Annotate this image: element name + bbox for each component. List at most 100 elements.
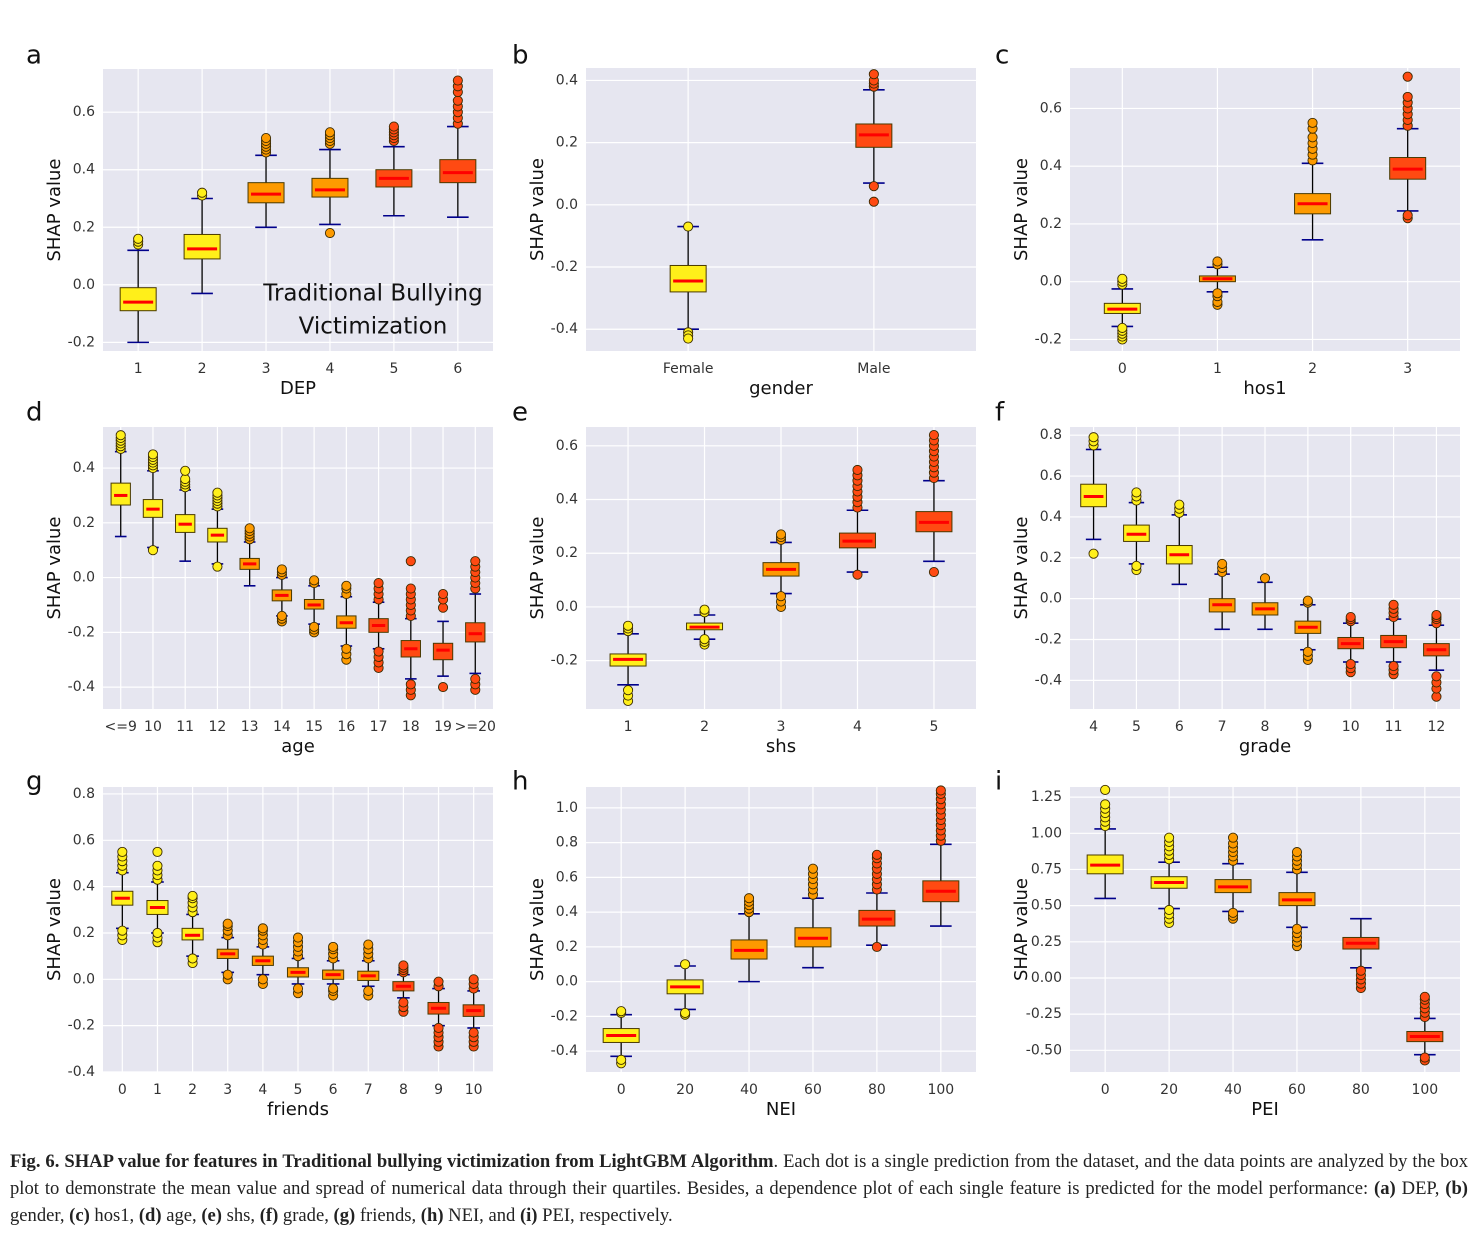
x-tick-label: 4 xyxy=(258,1082,267,1098)
y-tick-label: -0.2 xyxy=(1035,331,1062,347)
y-tick-label: -0.25 xyxy=(1026,1006,1062,1022)
y-tick-label: 0.2 xyxy=(1040,216,1062,232)
x-tick-label: 3 xyxy=(777,719,786,735)
x-axis-label: NEI xyxy=(766,1099,796,1120)
y-tick-label: -0.2 xyxy=(551,653,578,669)
y-tick-label: 0.0 xyxy=(556,974,578,990)
outlier-point xyxy=(452,95,463,106)
box-12 xyxy=(1423,609,1450,702)
panel-letter: d xyxy=(26,398,43,428)
x-axis-label: shs xyxy=(766,736,796,757)
y-axis-label: SHAP value xyxy=(44,516,65,619)
outlier-point xyxy=(1431,609,1442,621)
box-80 xyxy=(1342,917,1380,994)
outlier-point xyxy=(292,983,304,994)
outlier-point xyxy=(433,976,444,987)
outlier-point xyxy=(147,449,159,460)
outlier-point xyxy=(1212,288,1223,299)
x-tick-label: 10 xyxy=(1342,719,1360,735)
outlier-point xyxy=(405,679,416,690)
outlier-point xyxy=(276,564,287,575)
outlier-point xyxy=(680,1007,691,1018)
outlier-point xyxy=(1355,965,1366,976)
x-tick-label: 6 xyxy=(453,361,462,377)
x-axis-label: age xyxy=(281,736,315,757)
outlier-point xyxy=(133,233,144,244)
x-tick-label: 4 xyxy=(326,361,335,377)
box-1 xyxy=(609,620,647,706)
x-tick-label: 16 xyxy=(337,719,355,735)
box-10 xyxy=(1337,611,1365,678)
box-13 xyxy=(239,523,260,587)
outlier-point xyxy=(1088,548,1099,559)
outlier-point xyxy=(433,1022,444,1034)
outlier-point xyxy=(117,925,128,936)
caption-text: . Each dot is a single prediction from t… xyxy=(10,1151,1468,1199)
box-1 xyxy=(119,233,157,344)
box-100 xyxy=(1406,991,1444,1066)
outlier-point xyxy=(1164,904,1175,916)
y-axis-label: SHAP value xyxy=(1011,516,1032,619)
outlier-point xyxy=(470,556,481,567)
box-3 xyxy=(216,918,239,985)
x-tick-label: 0 xyxy=(1101,1082,1110,1098)
caption-panel-tag: (g) xyxy=(333,1205,356,1226)
y-axis-label: SHAP value xyxy=(527,878,548,981)
outlier-point xyxy=(363,985,374,996)
caption-panel-feature: NEI, and xyxy=(443,1205,520,1226)
x-tick-label: 11 xyxy=(1385,719,1403,735)
x-tick-label: Male xyxy=(857,361,890,377)
x-axis-label: friends xyxy=(267,1099,329,1120)
outlier-point xyxy=(1164,832,1175,843)
y-tick-label: 0.2 xyxy=(556,545,578,561)
outlier-point xyxy=(868,196,879,207)
box-11 xyxy=(175,465,196,562)
outlier-point xyxy=(341,643,352,654)
outlier-point xyxy=(152,860,163,871)
y-tick-label: 0.50 xyxy=(1031,898,1062,914)
box-3 xyxy=(1389,71,1427,224)
chart-annotation: Victimization xyxy=(299,314,448,340)
y-tick-label: -0.4 xyxy=(68,679,95,695)
box-8 xyxy=(1251,573,1279,631)
box-80 xyxy=(858,849,896,952)
y-tick-label: -0.50 xyxy=(1026,1042,1062,1058)
box-3 xyxy=(762,529,800,612)
outlier-point xyxy=(152,927,163,939)
y-tick-label: 0.8 xyxy=(73,786,95,802)
y-axis-label: SHAP value xyxy=(527,516,548,619)
outlier-point xyxy=(452,75,463,86)
box-10 xyxy=(142,449,164,556)
x-tick-label: 15 xyxy=(305,719,323,735)
outlier-point xyxy=(775,529,787,540)
outlier-point xyxy=(328,941,339,952)
caption-panel-feature: PEI, respectively. xyxy=(537,1205,673,1226)
x-tick-label: 1 xyxy=(624,719,633,735)
x-tick-label: >=20 xyxy=(455,719,496,735)
x-tick-label: 19 xyxy=(434,719,452,735)
box-4 xyxy=(838,464,876,580)
outlier-point xyxy=(115,430,126,441)
outlier-point xyxy=(1307,117,1318,128)
outlier-point xyxy=(623,685,634,696)
outlier-point xyxy=(1217,558,1228,569)
outlier-point xyxy=(1100,799,1111,810)
box-4 xyxy=(251,923,274,990)
x-tick-label: 1 xyxy=(134,361,143,377)
x-tick-label: 12 xyxy=(209,719,227,735)
caption-panel-tag: (a) xyxy=(1374,1178,1396,1199)
outlier-point xyxy=(187,953,198,964)
outlier-point xyxy=(1227,907,1239,918)
panel-a: a -0.2 0.0 0.2 0.4 0.6 1 2 3 4 5 6 DEP SHAP value Trad… xyxy=(26,41,493,399)
x-tick-label: 2 xyxy=(198,361,207,377)
box-8 xyxy=(392,960,415,1017)
box-15 xyxy=(303,575,325,638)
outlier-point xyxy=(260,133,272,144)
box-7 xyxy=(357,939,380,1001)
plot-area xyxy=(586,68,976,351)
box-<=9 xyxy=(110,430,131,538)
y-axis-label: SHAP value xyxy=(1011,878,1032,981)
x-tick-label: 20 xyxy=(676,1082,694,1098)
y-tick-label: 0.4 xyxy=(73,460,95,476)
plot-area xyxy=(586,787,976,1072)
